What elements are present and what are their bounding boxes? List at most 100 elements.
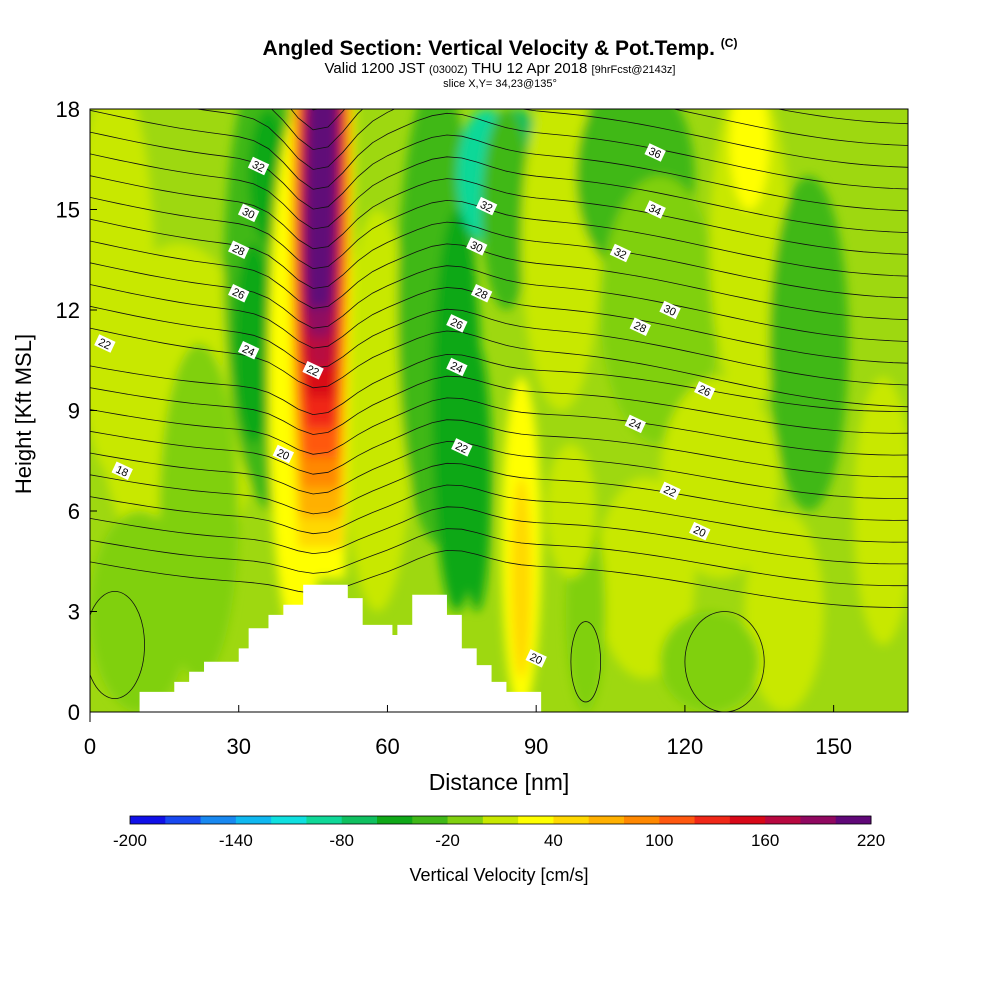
contour-label-box bbox=[446, 357, 468, 377]
contour-label-text: 28 bbox=[632, 320, 648, 336]
contour-label-text: 26 bbox=[230, 286, 246, 302]
contour-label-text: 22 bbox=[96, 336, 112, 352]
pot-temp-loop bbox=[684, 611, 765, 712]
chart-subtitle: Valid 1200 JST (0300Z) THU 12 Apr 2018 [… bbox=[0, 60, 1000, 77]
contour-label-box bbox=[237, 340, 260, 360]
contour-label-box bbox=[228, 284, 250, 303]
pot-temp-contour bbox=[90, 462, 908, 521]
pot-temp-contour bbox=[90, 2, 908, 91]
contour-label: 30 bbox=[237, 203, 260, 223]
contour-label-box bbox=[475, 196, 498, 216]
valid-utc: (0300Z) bbox=[429, 64, 468, 76]
contour-labels: 18 20 20 20 22 22 22 22 24 24 24 26 26 26 28 28 28 30 30 30… bbox=[94, 143, 716, 668]
contour-label: 18 bbox=[111, 461, 133, 481]
contour-label: 22 bbox=[302, 361, 324, 380]
colorbar-swatch bbox=[624, 816, 660, 824]
velocity-cell bbox=[595, 477, 695, 679]
contour-label-text: 20 bbox=[691, 524, 707, 540]
colorbar-swatch bbox=[729, 816, 766, 824]
contour-label: 28 bbox=[470, 284, 493, 303]
contour-label-text: 24 bbox=[240, 343, 256, 359]
contour-label-box bbox=[94, 334, 116, 353]
pot-temp-contour bbox=[90, 506, 908, 565]
contour-label-box bbox=[644, 200, 666, 219]
contour-label-box bbox=[228, 240, 250, 259]
colorbar-swatch bbox=[659, 816, 696, 824]
colorbar-swatch bbox=[165, 816, 202, 824]
colorbar-swatch bbox=[130, 816, 166, 824]
contour-label: 20 bbox=[525, 649, 547, 668]
contour-label-box bbox=[694, 381, 716, 400]
pot-temp-contour bbox=[90, 419, 908, 478]
contour-label: 30 bbox=[659, 300, 681, 320]
pot-temp-contour bbox=[194, 109, 908, 170]
velocity-cell bbox=[461, 343, 492, 612]
contour-label: 26 bbox=[446, 314, 468, 333]
contour-label-text: 32 bbox=[250, 159, 266, 175]
x-tick-label: 90 bbox=[524, 734, 548, 759]
contour-label-text: 34 bbox=[647, 202, 663, 218]
valid-fcst: [9hrFcst@2143z] bbox=[591, 64, 676, 76]
contour-label-text: 26 bbox=[696, 383, 712, 399]
colorbar-swatch bbox=[553, 816, 590, 824]
x-ticks: 0 30 60 90 120 150 bbox=[84, 705, 852, 759]
colorbar-swatch bbox=[765, 816, 801, 824]
contour-label-text: 24 bbox=[448, 360, 464, 376]
velocity-cell bbox=[660, 611, 760, 712]
pot-temp-contour bbox=[90, 327, 908, 408]
contour-label-box bbox=[609, 243, 632, 263]
colorbar-tick-label: 160 bbox=[751, 831, 779, 850]
contour-label-box bbox=[272, 444, 295, 464]
pot-temp-contour bbox=[90, 441, 908, 500]
x-tick-label: 0 bbox=[84, 734, 96, 759]
y-tick-label: 12 bbox=[56, 298, 80, 323]
contour-label-text: 18 bbox=[114, 464, 130, 480]
colorbar-swatch bbox=[588, 816, 625, 824]
contour-label-box bbox=[525, 649, 547, 668]
velocity-cell bbox=[744, 511, 824, 712]
contour-label-box bbox=[446, 314, 468, 333]
contour-label-box bbox=[237, 203, 260, 223]
contour-label: 28 bbox=[228, 240, 250, 259]
pot-temp-contour bbox=[90, 175, 908, 255]
contour-label-box bbox=[451, 438, 473, 457]
pot-temp-contour bbox=[90, 353, 908, 416]
pot-temp-contour bbox=[90, 240, 908, 321]
colorbar-label: Vertical Velocity [cm/s] bbox=[409, 865, 588, 885]
y-tick-label: 9 bbox=[68, 399, 80, 424]
y-ticks: 0 3 6 9 12 15 18 bbox=[56, 97, 97, 725]
contour-label: 26 bbox=[694, 381, 716, 400]
contour-label: 24 bbox=[624, 414, 647, 434]
contour-label-box bbox=[247, 156, 270, 176]
contour-label: 22 bbox=[451, 438, 473, 457]
colorbar-swatch bbox=[200, 816, 237, 824]
pot-temp-contour bbox=[90, 305, 908, 386]
colorbar-frame bbox=[129, 815, 872, 825]
valid-date: THU 12 Apr 2018 bbox=[471, 60, 588, 77]
colorbar-swatch bbox=[447, 816, 484, 824]
contour-label-text: 22 bbox=[662, 484, 678, 500]
colorbar-swatch bbox=[482, 816, 519, 824]
contour-label-text: 22 bbox=[305, 363, 321, 379]
contour-label: 22 bbox=[659, 481, 681, 501]
y-tick-label: 0 bbox=[68, 700, 80, 725]
contour-label: 20 bbox=[689, 521, 711, 541]
updraft-band bbox=[305, 109, 337, 313]
y-axis-label: Height [Kft MSL] bbox=[11, 334, 36, 494]
contour-label-text: 32 bbox=[478, 199, 494, 215]
contour-label: 24 bbox=[237, 340, 260, 360]
pot-temp-contour bbox=[90, 109, 908, 190]
colorbar-tick-label: -140 bbox=[219, 831, 253, 850]
contour-label: 32 bbox=[609, 243, 632, 263]
contour-label-text: 30 bbox=[240, 206, 256, 222]
colorbar-swatch bbox=[235, 816, 272, 824]
colorbar-swatch bbox=[518, 816, 554, 824]
contour-label: 28 bbox=[629, 317, 651, 336]
colorbar-swatch bbox=[835, 816, 872, 824]
colorbar-swatch bbox=[694, 816, 731, 824]
x-tick-label: 120 bbox=[667, 734, 704, 759]
contour-label: 32 bbox=[475, 196, 498, 216]
contour-label-box bbox=[111, 461, 133, 481]
contour-label: 30 bbox=[465, 237, 488, 256]
contour-label: 24 bbox=[446, 357, 468, 377]
